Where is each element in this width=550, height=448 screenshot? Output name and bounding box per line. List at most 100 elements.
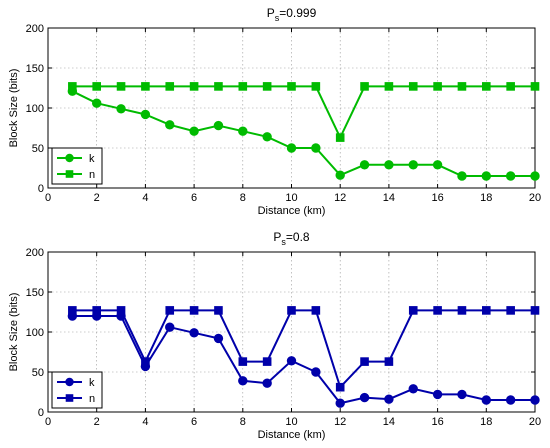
data-point-k: [432, 389, 443, 400]
data-point-n: [360, 357, 369, 366]
data-point-n: [92, 306, 102, 315]
data-point-n: [530, 82, 540, 91]
data-point-n: [335, 133, 345, 142]
data-point-k: [165, 322, 175, 332]
chart-title: Ps=0.8: [273, 230, 310, 247]
data-point-n: [384, 82, 394, 91]
data-point-n: [262, 82, 272, 91]
x-tick-label: 20: [529, 192, 541, 204]
data-point-n: [408, 82, 418, 91]
data-point-k: [262, 132, 272, 142]
data-point-n: [165, 82, 175, 91]
legend-label-k: k: [89, 377, 95, 389]
y-tick-label: 100: [26, 103, 44, 115]
data-point-k: [457, 171, 467, 181]
data-point-k: [481, 395, 491, 405]
data-point-k: [116, 104, 126, 114]
data-point-k: [432, 160, 443, 170]
legend-box: [51, 147, 103, 185]
data-point-k: [286, 356, 297, 366]
legend: kn: [51, 371, 103, 409]
series-k: [67, 311, 540, 408]
data-point-n: [360, 82, 369, 91]
data-point-k: [311, 367, 321, 377]
data-point-n: [408, 306, 418, 315]
chart-title: Ps=0.999: [267, 6, 317, 23]
data-point-k: [530, 171, 540, 181]
x-tick-label: 6: [191, 192, 197, 204]
data-point-k: [189, 126, 199, 136]
x-tick-label: 0: [45, 416, 51, 428]
data-point-k: [530, 395, 540, 405]
data-point-k: [140, 109, 151, 120]
legend-label-n: n: [89, 393, 95, 405]
series-n: [68, 306, 540, 392]
data-point-n: [262, 357, 272, 366]
data-point-n: [214, 82, 223, 91]
x-tick-label: 16: [431, 416, 443, 428]
x-tick-label: 18: [480, 192, 492, 204]
y-axis-label: Block Size (bits): [8, 69, 20, 148]
data-point-n: [311, 82, 321, 91]
x-tick-label: 8: [240, 192, 246, 204]
y-tick-label: 0: [38, 183, 44, 195]
y-tick-label: 0: [38, 407, 44, 419]
data-point-n: [189, 306, 199, 315]
data-point-n: [165, 306, 175, 315]
data-point-n: [116, 82, 126, 91]
data-point-k: [262, 378, 272, 388]
data-point-k: [408, 160, 418, 170]
data-point-k: [189, 328, 199, 338]
data-point-n: [141, 357, 150, 366]
legend-marker-k: [65, 377, 74, 387]
data-point-n: [530, 306, 540, 315]
x-tick-label: 10: [285, 192, 297, 204]
x-tick-label: 14: [383, 416, 395, 428]
x-tick-label: 4: [142, 416, 148, 428]
data-point-n: [68, 306, 77, 315]
data-point-k: [505, 395, 516, 405]
data-point-n: [311, 306, 321, 315]
x-tick-label: 2: [94, 192, 100, 204]
x-tick-label: 6: [191, 416, 197, 428]
x-tick-label: 14: [383, 192, 395, 204]
data-point-k: [238, 376, 248, 386]
data-point-n: [482, 82, 491, 91]
data-point-k: [311, 143, 321, 153]
legend: kn: [51, 147, 103, 185]
y-tick-label: 50: [32, 367, 44, 379]
data-point-n: [214, 306, 223, 315]
y-tick-label: 200: [26, 247, 44, 259]
x-tick-label: 18: [480, 416, 492, 428]
data-point-n: [68, 82, 77, 91]
x-tick-label: 4: [142, 192, 148, 204]
data-point-n: [506, 82, 515, 91]
x-tick-label: 8: [240, 416, 246, 428]
x-tick-label: 2: [94, 416, 100, 428]
data-point-n: [287, 82, 296, 91]
y-tick-label: 150: [26, 287, 44, 299]
data-point-n: [457, 306, 467, 315]
x-axis-label: Distance (km): [258, 429, 326, 441]
data-point-n: [287, 306, 296, 315]
y-tick-label: 50: [32, 143, 44, 155]
data-point-n: [482, 306, 491, 315]
data-point-k: [408, 384, 418, 394]
legend-label-k: k: [89, 153, 95, 165]
data-point-n: [238, 82, 248, 91]
y-tick-label: 100: [26, 327, 44, 339]
data-point-n: [457, 82, 467, 91]
data-point-n: [238, 357, 248, 366]
data-point-k: [213, 333, 224, 344]
legend-box: [51, 371, 103, 409]
data-point-n: [189, 82, 199, 91]
data-point-k: [335, 170, 345, 180]
data-point-k: [384, 160, 394, 170]
x-tick-label: 0: [45, 192, 51, 204]
data-point-k: [286, 143, 297, 153]
data-point-k: [481, 171, 491, 181]
data-point-n: [433, 82, 442, 91]
data-point-n: [116, 306, 126, 315]
data-point-k: [335, 398, 345, 408]
